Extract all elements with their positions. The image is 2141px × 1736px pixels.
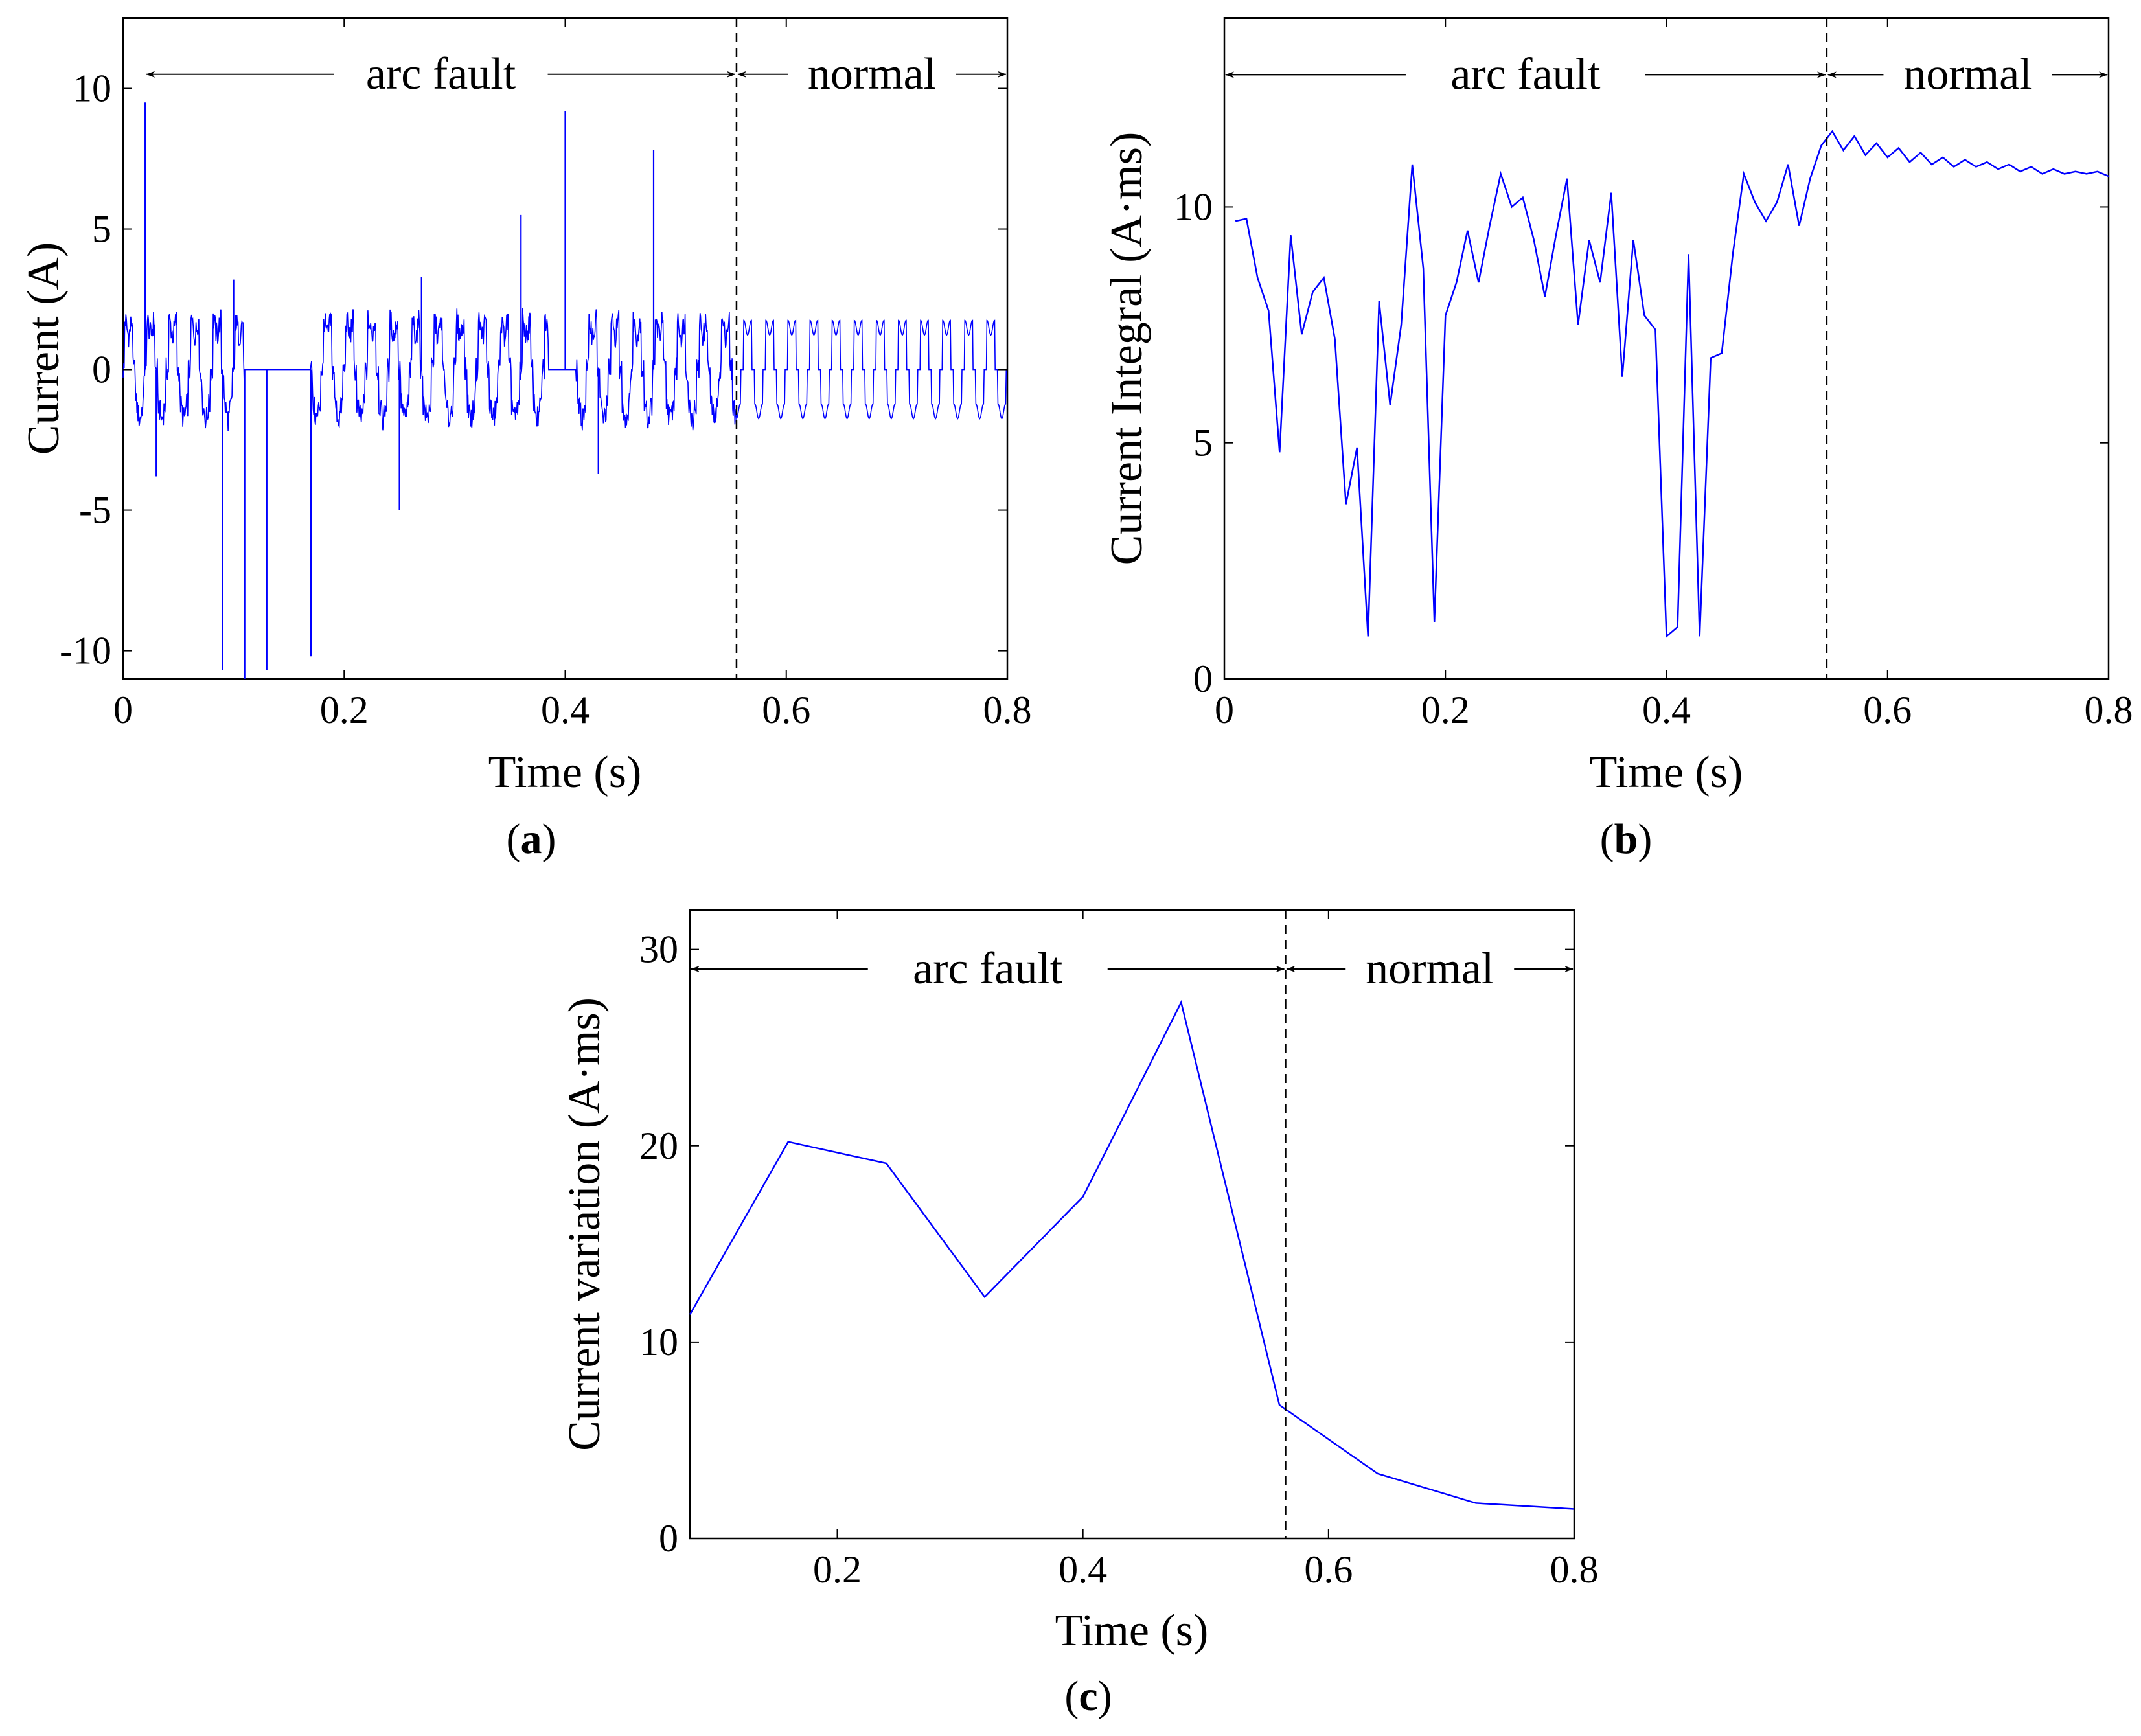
panel-c-plot-frame xyxy=(689,909,1575,1540)
x-tick-label: 0.2 xyxy=(813,1548,862,1591)
panel-a-ticks: 0 0.2 0.4 0.6 0.8 -10 -5 0 5 10 xyxy=(60,18,1032,731)
panel-a-normal-label: normal xyxy=(808,49,936,99)
x-tick-label: 0.2 xyxy=(320,689,369,731)
x-tick-label: 0.6 xyxy=(1304,1548,1353,1591)
panel-c-x-axis-label: Time (s) xyxy=(1055,1606,1209,1656)
panel-c-caption-letter: c xyxy=(1079,1673,1097,1720)
panel-b-annotations: arc fault normal xyxy=(1225,49,2108,99)
y-tick-label: 10 xyxy=(1174,185,1213,228)
panel-a-series xyxy=(122,102,1007,679)
panel-b-y-axis-label: Current Integral (A·ms) xyxy=(1102,132,1152,565)
panel-c-line xyxy=(689,999,1575,1510)
panel-b: 0 0.2 0.4 0.6 0.8 0 5 10 arc fault normal Time … xyxy=(1102,17,2133,863)
x-tick-label: 0.6 xyxy=(1863,689,1912,731)
panel-b-normal-label: normal xyxy=(1903,49,2032,99)
y-tick-label: 0 xyxy=(659,1517,678,1560)
panel-b-series xyxy=(1235,130,2109,639)
y-tick-label: 10 xyxy=(73,67,111,110)
panel-c-annotations: arc fault normal xyxy=(691,944,1574,994)
y-tick-label: 0 xyxy=(1193,657,1213,700)
y-tick-label: 10 xyxy=(639,1321,678,1364)
panel-c-ticks: 0.2 0.4 0.6 0.8 0 10 20 30 xyxy=(639,910,1599,1591)
panel-c-arc-fault-label: arc fault xyxy=(913,944,1063,994)
panel-b-x-axis-label: Time (s) xyxy=(1590,748,1743,797)
panel-a-caption-letter: a xyxy=(521,816,542,863)
x-tick-label: 0.4 xyxy=(541,689,590,731)
panel-c-y-axis-label: Current variation (A·ms) xyxy=(560,998,610,1451)
panel-b-ticks: 0 0.2 0.4 0.6 0.8 0 5 10 xyxy=(1174,18,2133,731)
panel-b-caption-letter: b xyxy=(1614,816,1638,863)
panel-c-normal-label: normal xyxy=(1366,944,1494,994)
panel-a-x-axis-label: Time (s) xyxy=(488,748,642,797)
x-tick-label: 0.8 xyxy=(1550,1548,1599,1591)
panel-c-caption: (c) xyxy=(1064,1673,1112,1720)
panel-a-arc-fault-label: arc fault xyxy=(366,49,516,99)
panel-b-plot-frame xyxy=(1223,17,2110,680)
x-tick-label: 0.4 xyxy=(1642,689,1691,731)
x-tick-label: 0.8 xyxy=(2085,689,2133,731)
x-tick-label: 0.4 xyxy=(1059,1548,1107,1591)
y-tick-label: 20 xyxy=(639,1125,678,1167)
y-tick-label: 5 xyxy=(1193,422,1213,464)
panel-c: 0.2 0.4 0.6 0.8 0 10 20 30 arc fault normal Tim… xyxy=(560,909,1599,1720)
x-tick-label: 0.2 xyxy=(1421,689,1470,731)
panel-b-line xyxy=(1235,130,2109,639)
x-tick-label: 0.8 xyxy=(983,689,1032,731)
panel-a-annotations: arc fault normal xyxy=(146,49,1007,99)
panel-a-y-axis-label: Current (A) xyxy=(19,242,69,455)
panel-a-line xyxy=(122,308,1007,431)
y-tick-label: -10 xyxy=(60,630,111,672)
x-tick-label: 0 xyxy=(1215,689,1234,731)
y-tick-label: 30 xyxy=(639,928,678,971)
panel-c-series xyxy=(689,999,1575,1510)
y-tick-label: 5 xyxy=(92,208,111,251)
panel-b-caption: (b) xyxy=(1600,816,1653,863)
panel-b-arc-fault-label: arc fault xyxy=(1450,49,1601,99)
y-tick-label: -5 xyxy=(79,489,111,532)
panel-a-caption: (a) xyxy=(507,816,556,863)
x-tick-label: 0.6 xyxy=(762,689,810,731)
x-tick-label: 0 xyxy=(113,689,133,731)
y-tick-label: 0 xyxy=(92,348,111,391)
